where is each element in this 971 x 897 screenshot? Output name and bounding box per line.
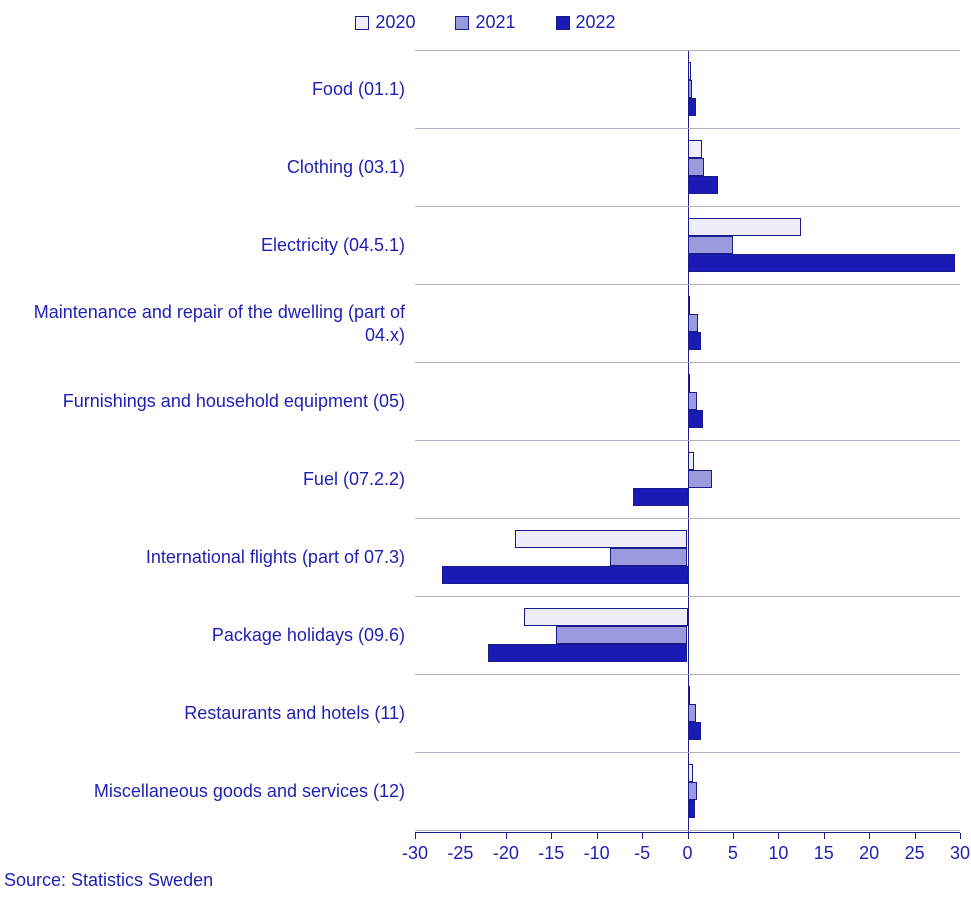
source-attribution: Source: Statistics Sweden [4, 870, 213, 891]
x-tick [869, 833, 870, 839]
category-label: Food (01.1) [0, 78, 405, 101]
bar [688, 314, 699, 332]
bar [688, 332, 702, 350]
category-label: Restaurants and hotels (11) [0, 702, 405, 725]
bar [688, 218, 802, 236]
category-label: International flights (part of 07.3) [0, 546, 405, 569]
legend-label-2022: 2022 [576, 12, 616, 33]
bar [688, 392, 698, 410]
bar [633, 488, 688, 506]
x-axis: -30-25-20-15-10-5051015202530 [415, 832, 960, 833]
bar [688, 686, 691, 704]
bar [688, 176, 719, 194]
x-tick [688, 833, 689, 839]
x-tick-label: 5 [728, 843, 738, 864]
category-group [415, 518, 960, 596]
legend-swatch-2022 [556, 16, 570, 30]
legend-label-2021: 2021 [475, 12, 515, 33]
legend-swatch-2020 [355, 16, 369, 30]
bar [442, 566, 687, 584]
bar [610, 548, 687, 566]
x-tick-label: -30 [402, 843, 428, 864]
bar [688, 374, 691, 392]
x-tick-label: 20 [859, 843, 879, 864]
x-tick [415, 833, 416, 839]
x-tick [778, 833, 779, 839]
x-tick [960, 833, 961, 839]
category-label: Clothing (03.1) [0, 156, 405, 179]
category-label: Miscellaneous goods and services (12) [0, 780, 405, 803]
x-tick-label: -5 [634, 843, 650, 864]
bar [688, 782, 698, 800]
chart-container: 2020 2021 2022 Food (01.1)Clothing (03.1… [0, 0, 971, 897]
bar [688, 410, 703, 428]
bar [524, 608, 688, 626]
bar [688, 236, 733, 254]
x-tick [460, 833, 461, 839]
x-tick-label: 30 [950, 843, 970, 864]
bar [688, 722, 702, 740]
x-tick [824, 833, 825, 839]
x-tick [642, 833, 643, 839]
bar [488, 644, 688, 662]
bar [688, 80, 693, 98]
legend-label-2020: 2020 [375, 12, 415, 33]
category-label: Maintenance and repair of the dwelling (… [0, 301, 405, 346]
bar [688, 704, 696, 722]
bar [688, 764, 693, 782]
legend-item-2021: 2021 [455, 12, 515, 33]
bar [688, 98, 696, 116]
category-label: Fuel (07.2.2) [0, 468, 405, 491]
x-tick-label: 10 [768, 843, 788, 864]
x-tick [551, 833, 552, 839]
category-group [415, 596, 960, 674]
bar [515, 530, 688, 548]
plot-area: Food (01.1)Clothing (03.1)Electricity (0… [415, 50, 960, 832]
x-tick [733, 833, 734, 839]
x-tick-label: 0 [682, 843, 692, 864]
bar [556, 626, 688, 644]
bar [688, 452, 694, 470]
bar [688, 254, 956, 272]
bar [688, 296, 691, 314]
x-tick-label: -20 [493, 843, 519, 864]
x-tick [597, 833, 598, 839]
category-label: Electricity (04.5.1) [0, 234, 405, 257]
legend-item-2020: 2020 [355, 12, 415, 33]
legend-item-2022: 2022 [556, 12, 616, 33]
x-tick-label: -25 [447, 843, 473, 864]
bar [688, 800, 695, 818]
bar [688, 470, 713, 488]
category-separator [415, 830, 960, 831]
x-tick-label: 25 [905, 843, 925, 864]
legend: 2020 2021 2022 [0, 0, 971, 41]
x-tick [915, 833, 916, 839]
x-tick-label: -10 [584, 843, 610, 864]
x-tick-label: 15 [814, 843, 834, 864]
category-label: Furnishings and household equipment (05) [0, 390, 405, 413]
category-label: Package holidays (09.6) [0, 624, 405, 647]
bar [688, 158, 704, 176]
legend-swatch-2021 [455, 16, 469, 30]
bar [688, 140, 703, 158]
bar [688, 62, 692, 80]
x-tick-label: -15 [538, 843, 564, 864]
x-tick [506, 833, 507, 839]
